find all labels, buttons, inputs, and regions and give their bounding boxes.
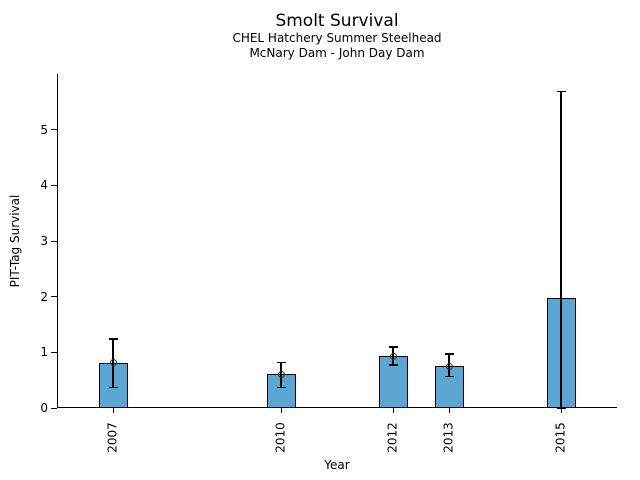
- x-axis-label: Year: [324, 458, 350, 472]
- y-axis-tick: [51, 407, 57, 409]
- y-axis-tick-label: 1: [40, 345, 48, 360]
- error-cap-top-2013: [444, 353, 454, 355]
- error-cap-bottom-2013: [444, 375, 454, 378]
- point-marker-2010: [277, 370, 285, 378]
- x-axis-tick-label: 2010: [273, 421, 288, 453]
- error-cap-bottom-2015: [556, 407, 566, 409]
- point-marker-2012: [389, 352, 397, 360]
- x-axis-tick: [280, 408, 282, 413]
- survival-bar-2012: [378, 356, 408, 408]
- y-axis-tick-label: 0: [40, 401, 48, 415]
- x-axis-tick: [112, 408, 114, 413]
- y-axis-tick: [51, 184, 57, 186]
- chart-subtitle-line1: CHEL Hatchery Summer Steelhead: [232, 31, 442, 45]
- x-axis-tick-label: 2013: [441, 421, 456, 453]
- x-axis-tick-label: 2007: [105, 421, 120, 453]
- error-cap-bottom-2007: [108, 386, 118, 389]
- plot-area: [57, 74, 617, 408]
- error-cap-top-2010: [276, 361, 286, 364]
- error-cap-top-2007: [108, 338, 118, 340]
- x-axis-tick: [392, 408, 394, 413]
- error-cap-top-2012: [388, 346, 398, 348]
- y-axis-tick: [51, 351, 57, 353]
- chart-title: Smolt Survival: [275, 11, 399, 31]
- y-axis-tick-label: 3: [40, 234, 48, 248]
- x-axis-tick: [448, 408, 450, 413]
- y-axis-tick-label: 5: [40, 122, 48, 137]
- y-axis-tick: [51, 240, 57, 242]
- error-cap-bottom-2010: [276, 386, 286, 389]
- error-cap-bottom-2012: [388, 364, 398, 366]
- error-bar-2015: [560, 91, 562, 408]
- y-axis-tick: [51, 296, 57, 298]
- x-axis-tick-label: 2012: [385, 421, 400, 453]
- y-axis-label: PIT-Tag Survival: [8, 194, 22, 288]
- y-axis-tick-label: 4: [40, 178, 48, 193]
- y-axis-tick: [51, 129, 57, 131]
- chart-subtitle-line2: McNary Dam - John Day Dam: [249, 46, 425, 60]
- point-marker-2007: [109, 359, 117, 367]
- x-axis-tick-label: 2015: [553, 421, 568, 453]
- error-cap-top-2015: [556, 90, 566, 92]
- y-axis-tick-label: 2: [40, 289, 48, 304]
- point-marker-2013: [445, 362, 453, 370]
- x-axis-tick: [560, 408, 562, 413]
